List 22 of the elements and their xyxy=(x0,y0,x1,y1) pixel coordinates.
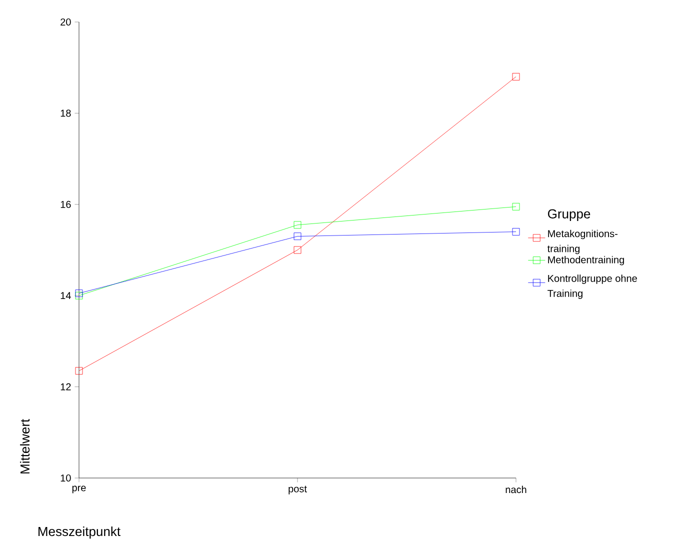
legend-label: Kontrollgruppe ohne Training xyxy=(548,274,637,299)
y-tick-label: 12 xyxy=(60,383,71,390)
point xyxy=(512,202,520,210)
y-tick-label: 10 xyxy=(60,474,71,482)
legend-title: Gruppe xyxy=(548,209,590,222)
point xyxy=(75,367,83,375)
y-tick-label: 18 xyxy=(60,110,71,117)
x-tick-label: nach xyxy=(506,486,526,494)
point xyxy=(294,246,302,254)
point xyxy=(512,228,520,236)
legend-label: Methodentraining xyxy=(548,256,624,266)
y-axis-title: Mittelwert xyxy=(20,418,30,474)
y-tick-label: 20 xyxy=(60,18,71,26)
x-tick-label: pre xyxy=(72,486,86,494)
point xyxy=(512,73,520,80)
y-tick-label: 14 xyxy=(60,292,71,300)
point xyxy=(294,232,302,240)
point xyxy=(294,221,302,229)
y-tick-label: 16 xyxy=(60,200,71,208)
legend-label: Metakognitions-training xyxy=(547,230,618,254)
x-tick-label: post xyxy=(288,486,307,494)
x-axis-title: Messzeitpunkt xyxy=(38,526,120,539)
